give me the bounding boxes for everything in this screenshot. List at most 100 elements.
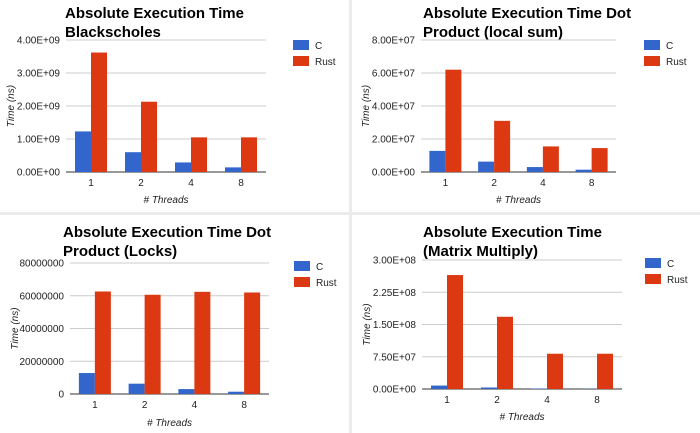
chart-dot-product-locks: 0 20000000 40000000 60000000 80000000 Time (n… <box>10 259 337 430</box>
x-tick-label: 1 <box>444 395 450 406</box>
x-tick-label: 8 <box>594 395 600 406</box>
x-tick-label: 4 <box>540 178 546 189</box>
y-axis-label: Time (ns) <box>362 303 373 345</box>
legend-label-c: C <box>666 41 673 52</box>
y-axis-label: Time (ns) <box>361 85 372 127</box>
chart-title-line2: Product (Locks) <box>63 243 178 260</box>
bar-c-2 <box>478 161 495 172</box>
bar-rust-1 <box>445 69 462 172</box>
bar-c-8 <box>228 391 245 394</box>
y-tick-label: 40000000 <box>20 324 65 335</box>
x-tick-label: 1 <box>88 178 94 189</box>
y-tick-label: 0 <box>58 390 64 401</box>
x-tick-label: 8 <box>238 178 244 189</box>
bar-rust-8 <box>591 148 608 172</box>
legend-swatch-rust <box>294 277 310 287</box>
bar-rust-4 <box>547 353 563 389</box>
legend-swatch-c <box>645 258 661 268</box>
bar-rust-8 <box>244 292 261 394</box>
bar-rust-2 <box>141 101 157 172</box>
y-tick-label: 4.00E+07 <box>372 102 416 113</box>
y-tick-label: 1.50E+08 <box>373 320 417 331</box>
legend-swatch-rust <box>644 56 660 66</box>
y-tick-label: 2.00E+07 <box>372 135 416 146</box>
y-tick-label: 3.00E+08 <box>373 256 417 267</box>
legend-label-c: C <box>667 259 674 270</box>
bar-c-4 <box>178 389 195 394</box>
y-tick-label: 1.00E+09 <box>17 135 61 146</box>
y-tick-label: 0.00E+00 <box>373 385 417 396</box>
legend-label-rust: Rust <box>666 57 687 68</box>
y-tick-label: 4.00E+09 <box>17 36 61 47</box>
legend-label-rust: Rust <box>667 275 688 286</box>
x-axis-label: # Threads <box>496 195 541 206</box>
x-tick-label: 2 <box>142 400 148 411</box>
bar-c-1 <box>431 385 447 389</box>
bar-rust-1 <box>94 291 111 394</box>
bar-c-8 <box>225 167 241 172</box>
x-tick-label: 4 <box>188 178 194 189</box>
y-axis-label: Time (ns) <box>6 85 17 127</box>
chart-title: Absolute Execution Time (Matrix Multiply… <box>423 223 602 261</box>
bar-c-1 <box>75 131 91 172</box>
y-tick-label: 0.00E+00 <box>17 168 61 179</box>
legend-swatch-c <box>293 40 309 50</box>
legend-swatch-rust <box>293 56 309 66</box>
legend-swatch-c <box>294 261 310 271</box>
y-axis-label: Time (ns) <box>10 307 21 349</box>
bar-rust-4 <box>191 137 207 172</box>
y-tick-label: 0.00E+00 <box>372 168 416 179</box>
chart-title: Absolute Execution Time Dot Product (loc… <box>423 4 631 42</box>
chart-blackscholes: 0.00E+00 1.00E+09 2.00E+09 3.00E+09 4.00E+09… <box>6 36 336 207</box>
y-tick-label: 2.25E+08 <box>373 288 417 299</box>
chart-title: Absolute Execution Time Dot Product (Loc… <box>63 223 271 261</box>
x-axis-label: # Threads <box>147 418 192 429</box>
bar-c-2 <box>125 152 141 172</box>
y-tick-label: 8.00E+07 <box>372 36 416 47</box>
y-tick-label: 80000000 <box>20 259 65 270</box>
chart-title-line1: Absolute Execution Time Dot <box>63 224 272 241</box>
legend-label-rust: Rust <box>316 278 337 289</box>
bar-rust-4 <box>194 291 211 394</box>
x-axis-label: # Threads <box>143 195 188 206</box>
x-tick-label: 2 <box>138 178 144 189</box>
x-tick-label: 8 <box>241 400 247 411</box>
bar-c-2 <box>481 387 497 389</box>
x-tick-label: 8 <box>589 178 595 189</box>
bar-rust-8 <box>241 137 257 172</box>
bar-c-4 <box>526 167 543 172</box>
legend-label-c: C <box>316 262 323 273</box>
bar-rust-2 <box>144 294 161 394</box>
x-tick-label: 2 <box>494 395 500 406</box>
y-tick-label: 60000000 <box>20 291 65 302</box>
bar-c-2 <box>128 383 145 394</box>
x-tick-label: 2 <box>491 178 497 189</box>
chart-title-line1: Absolute Execution Time <box>423 224 602 241</box>
x-tick-label: 1 <box>92 400 98 411</box>
bar-c-4 <box>531 388 547 389</box>
bar-rust-1 <box>447 275 463 389</box>
legend-swatch-c <box>644 40 660 50</box>
chart-title-line2: Blackscholes <box>65 24 161 41</box>
y-tick-label: 7.50E+07 <box>373 352 417 363</box>
y-tick-label: 6.00E+07 <box>372 69 416 80</box>
chart-title-line1: Absolute Execution Time Dot <box>423 5 632 22</box>
chart-title-line2: (Matrix Multiply) <box>423 243 538 260</box>
bar-rust-2 <box>494 120 511 172</box>
bar-rust-1 <box>91 52 107 172</box>
bar-c-1 <box>429 150 446 172</box>
panel-divider-horizontal <box>0 212 700 215</box>
bar-rust-2 <box>497 316 513 389</box>
legend-swatch-rust <box>645 274 661 284</box>
chart-title-line2: Product (local sum) <box>423 24 564 41</box>
panel-divider-vertical <box>349 0 352 433</box>
bar-c-1 <box>78 373 95 394</box>
bar-rust-8 <box>597 353 613 389</box>
x-axis-label: # Threads <box>499 412 544 423</box>
chart-dot-product-local-sum: 0.00E+00 2.00E+07 4.00E+07 6.00E+07 8.00E+07… <box>361 36 687 207</box>
y-tick-label: 3.00E+09 <box>17 69 61 80</box>
y-tick-label: 2.00E+09 <box>17 102 61 113</box>
legend-label-c: C <box>315 41 322 52</box>
y-tick-label: 20000000 <box>20 357 65 368</box>
chart-matrix-multiply: 0.00E+00 7.50E+07 1.50E+08 2.25E+08 3.00E+08… <box>362 256 688 424</box>
